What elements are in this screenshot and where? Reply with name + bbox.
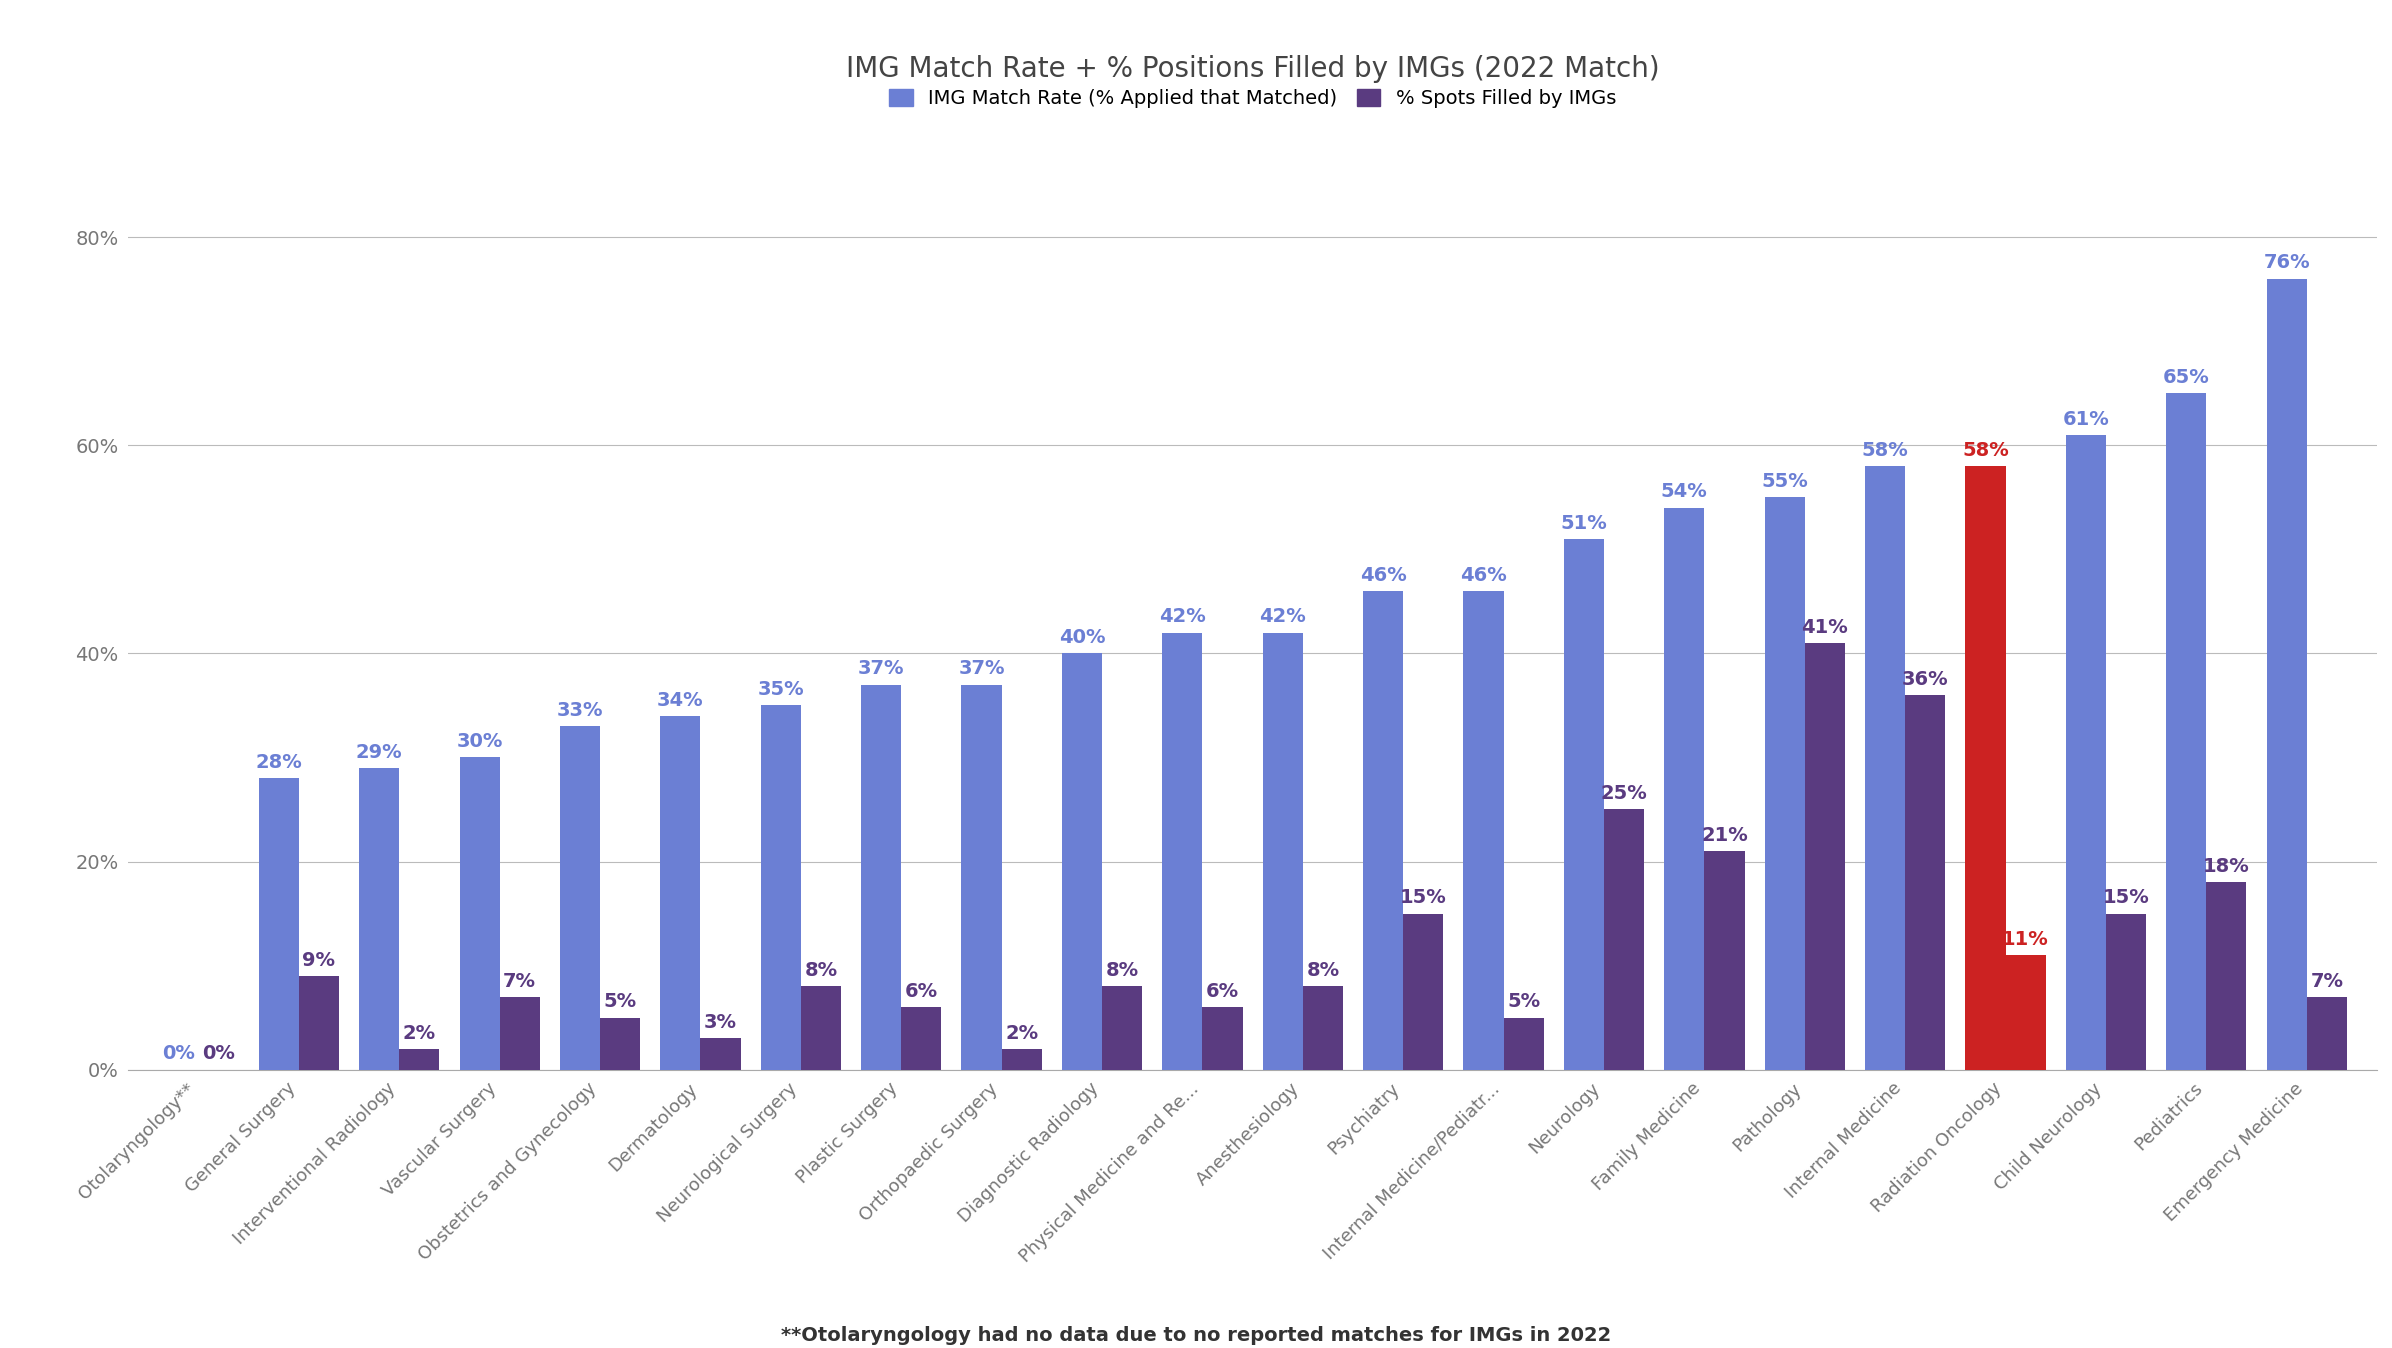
Text: **Otolaryngology had no data due to no reported matches for IMGs in 2022: **Otolaryngology had no data due to no r… [780, 1326, 1612, 1345]
Text: 55%: 55% [1761, 472, 1808, 491]
Text: 9%: 9% [301, 950, 335, 969]
Text: 6%: 6% [904, 981, 938, 1002]
Bar [2306, 996, 2347, 1070]
Text: 8%: 8% [1306, 961, 1340, 980]
Text: 6%: 6% [1206, 981, 1239, 1002]
Text: 76%: 76% [2263, 253, 2311, 272]
Text: 41%: 41% [1801, 617, 1849, 636]
Bar [701, 1038, 742, 1070]
Bar [2167, 394, 2205, 1070]
Text: 42%: 42% [1160, 608, 1206, 627]
Title: IMG Match Rate + % Positions Filled by IMGs (2022 Match): IMG Match Rate + % Positions Filled by I… [847, 55, 1660, 84]
Bar [1505, 1018, 1543, 1070]
Text: 8%: 8% [1105, 961, 1139, 980]
Text: 37%: 37% [959, 659, 1005, 678]
Bar [560, 727, 600, 1070]
Bar [2004, 956, 2045, 1070]
Text: 29%: 29% [356, 743, 402, 762]
Text: 51%: 51% [1560, 514, 1607, 532]
Bar [1404, 914, 1442, 1070]
Bar [299, 976, 340, 1070]
Bar [2105, 914, 2146, 1070]
Text: 5%: 5% [603, 992, 636, 1011]
Bar [258, 778, 299, 1070]
Text: 15%: 15% [2103, 888, 2150, 907]
Text: 61%: 61% [2062, 410, 2110, 429]
Bar [1904, 696, 1945, 1070]
Text: 0%: 0% [163, 1045, 194, 1064]
Text: 3%: 3% [703, 1014, 737, 1033]
Bar [1203, 1007, 1241, 1070]
Bar [761, 705, 801, 1070]
Text: 28%: 28% [256, 754, 301, 772]
Text: 0%: 0% [203, 1045, 234, 1064]
Text: 58%: 58% [1961, 441, 2009, 460]
Text: 42%: 42% [1258, 608, 1306, 627]
Bar [1866, 466, 1904, 1070]
Bar [1263, 632, 1304, 1070]
Bar [1564, 539, 1605, 1070]
Text: 8%: 8% [804, 961, 837, 980]
Text: 36%: 36% [1902, 670, 1949, 689]
Bar [1966, 466, 2004, 1070]
Bar [359, 768, 399, 1070]
Bar [1002, 1049, 1043, 1070]
Bar [2067, 435, 2105, 1070]
Bar [1062, 654, 1103, 1070]
Bar [1363, 590, 1404, 1070]
Text: 46%: 46% [1359, 566, 1406, 585]
Bar [1103, 987, 1141, 1070]
Text: 54%: 54% [1660, 483, 1708, 501]
Bar [459, 758, 500, 1070]
Text: 34%: 34% [658, 690, 703, 709]
Text: 25%: 25% [1600, 785, 1648, 803]
Text: 65%: 65% [2162, 368, 2210, 387]
Text: 7%: 7% [502, 972, 536, 991]
Bar [1765, 497, 1804, 1070]
Bar [660, 716, 701, 1070]
Bar [2205, 883, 2246, 1070]
Text: 21%: 21% [1701, 826, 1749, 845]
Text: 2%: 2% [402, 1023, 435, 1042]
Bar [1705, 851, 1744, 1070]
Bar [2268, 279, 2306, 1070]
Bar [1304, 987, 1342, 1070]
Text: 11%: 11% [2002, 930, 2050, 949]
Bar [861, 685, 902, 1070]
Text: 58%: 58% [1861, 441, 1909, 460]
Text: 37%: 37% [859, 659, 904, 678]
Text: 18%: 18% [2203, 857, 2251, 876]
Text: 46%: 46% [1459, 566, 1507, 585]
Text: 30%: 30% [457, 732, 502, 751]
Bar [1464, 590, 1505, 1070]
Text: 15%: 15% [1399, 888, 1447, 907]
Text: 7%: 7% [2311, 972, 2344, 991]
Bar [801, 987, 842, 1070]
Text: 33%: 33% [557, 701, 603, 720]
Text: 2%: 2% [1005, 1023, 1038, 1042]
Bar [902, 1007, 942, 1070]
Text: 40%: 40% [1060, 628, 1105, 647]
Bar [1605, 809, 1643, 1070]
Bar [1163, 632, 1203, 1070]
Bar [500, 996, 541, 1070]
Bar [962, 685, 1002, 1070]
Text: 5%: 5% [1507, 992, 1540, 1011]
Text: 35%: 35% [758, 681, 804, 700]
Bar [1804, 643, 1844, 1070]
Bar [399, 1049, 440, 1070]
Bar [600, 1018, 641, 1070]
Bar [1665, 508, 1705, 1070]
Legend: IMG Match Rate (% Applied that Matched), % Spots Filled by IMGs: IMG Match Rate (% Applied that Matched),… [883, 81, 1624, 116]
